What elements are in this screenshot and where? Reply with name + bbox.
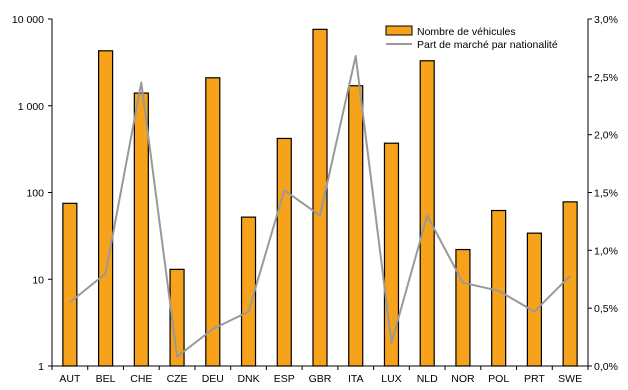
x-axis-tick-label: ITA (348, 373, 364, 385)
right-axis-tick-label: 1,5% (594, 188, 618, 200)
bar-lux (383, 142, 400, 367)
bar-che (133, 92, 149, 367)
legend-label-market-share: Part de marché par nationalité (417, 39, 558, 51)
bar-cze (169, 268, 185, 367)
bar-esp (276, 137, 292, 367)
x-axis-tick-label: DEU (202, 373, 224, 385)
x-axis-tick-label: CZE (167, 373, 188, 385)
bar-pol (491, 209, 507, 367)
right-axis-tick-label: 0,5% (594, 303, 618, 315)
x-axis-tick-label: ESP (274, 373, 295, 385)
x-axis-tick-label: POL (488, 373, 509, 385)
left-axis-tick-label: 100 (26, 188, 44, 200)
bar-gbr (312, 28, 328, 367)
market-share-line (69, 55, 571, 358)
x-axis-tick-label: CHE (130, 373, 152, 385)
x-axis-tick-label: GBR (309, 373, 332, 385)
x-axis-tick-label: PRT (524, 373, 545, 385)
bar-nld (419, 60, 435, 367)
bar-ita (348, 85, 364, 367)
x-axis-tick-label: DNK (237, 373, 259, 385)
bar-aut (62, 202, 78, 367)
x-axis-tick-label: BEL (96, 373, 116, 385)
x-axis-tick-label: NLD (417, 373, 438, 385)
x-axis-tick-label: AUT (59, 373, 81, 385)
left-axis-tick-label: 1 000 (18, 101, 44, 113)
x-axis-tick-label: LUX (381, 373, 401, 385)
x-axis-tick-label: SWE (558, 373, 582, 385)
x-axis-tick-label: NOR (451, 373, 475, 385)
right-axis-tick-label: 0,0% (594, 361, 618, 373)
legend-label-vehicles: Nombre de véhicules (417, 26, 516, 38)
right-axis-tick-label: 2,5% (594, 72, 618, 84)
bar-deu (205, 77, 221, 367)
right-axis-tick-label: 1,0% (594, 245, 618, 257)
right-axis-tick-label: 3,0% (594, 14, 618, 26)
left-axis-tick-label: 10 (32, 274, 44, 286)
bar-dnk (240, 216, 257, 367)
right-axis-tick-label: 2,0% (594, 130, 618, 142)
left-axis-tick-label: 1 (38, 361, 44, 373)
left-axis-tick-label: 10 000 (12, 14, 44, 26)
bar-swe (562, 201, 578, 367)
bar-prt (526, 232, 543, 367)
bar-nor (455, 248, 471, 367)
bar-bel (97, 50, 114, 367)
legend-bar-swatch (385, 25, 413, 36)
